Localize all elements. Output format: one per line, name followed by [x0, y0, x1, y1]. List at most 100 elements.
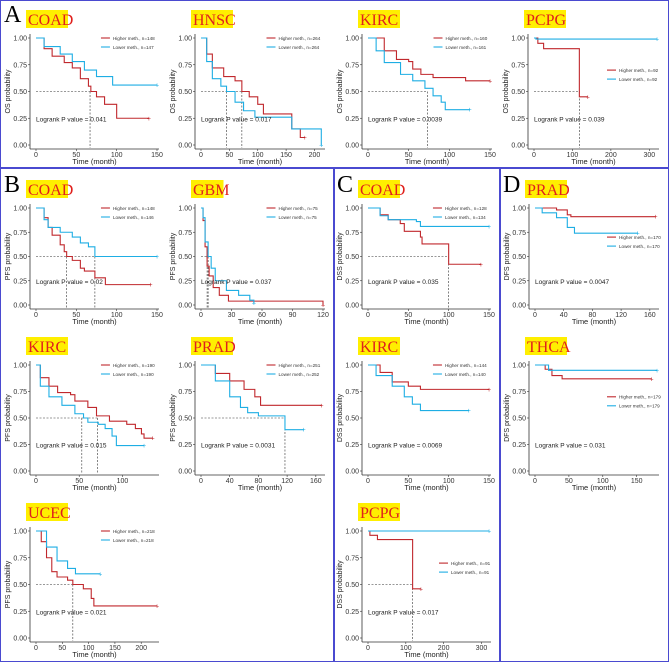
x-tick-label: 40 [226, 478, 234, 485]
x-axis-label: Time (month) [238, 317, 283, 326]
y-tick-label: 0.50 [511, 89, 525, 96]
x-tick-label: 100 [443, 152, 455, 159]
x-tick-label: 300 [643, 152, 655, 159]
x-tick-label: 150 [280, 152, 292, 159]
y-tick-label: 0.00 [178, 303, 192, 310]
x-tick-label: 50 [405, 152, 413, 159]
survival-curve-lower [201, 37, 322, 145]
y-tick-label: 0.75 [512, 230, 526, 237]
title-highlight [524, 10, 566, 28]
survival-curve-lower [535, 207, 638, 234]
x-tick-label: 50 [225, 152, 233, 159]
y-tick-label: 0.25 [345, 609, 359, 616]
y-tick-label: 0.25 [511, 116, 525, 123]
y-tick-label: 0.75 [178, 389, 192, 396]
survival-curve-higher [36, 364, 153, 439]
y-tick-label: 0.00 [345, 469, 359, 476]
x-tick-label: 100 [443, 312, 455, 319]
km-plot-svg: COAD 0.00 0.25 0.50 0.75 1.00 0 50 100 150 Time (m… [337, 180, 495, 326]
y-axis-label: OS probability [337, 69, 344, 113]
y-tick-label: 0.25 [178, 116, 192, 123]
x-tick-label: 100 [567, 152, 579, 159]
y-tick-label: 0.75 [13, 555, 27, 562]
survival-curve-higher [201, 207, 324, 305]
x-tick-label: 150 [151, 312, 163, 319]
title-highlight [26, 180, 68, 198]
censor-mark: + [320, 403, 324, 410]
y-axis-label: PFS probability [5, 232, 12, 280]
km-plot-svg: GBM 0.00 0.25 0.50 0.75 1.00 0 30 60 90 120 Time (m… [170, 180, 329, 326]
y-tick-label: 0.00 [13, 303, 27, 310]
x-axis-label: Time (month) [404, 650, 449, 659]
y-tick-label: 0.25 [13, 278, 27, 285]
y-tick-label: 0.50 [13, 89, 27, 96]
x-tick-label: 150 [631, 478, 643, 485]
y-tick-label: 0.50 [178, 89, 192, 96]
logrank-p-value: Logrank P value = 0.037 [201, 279, 272, 286]
x-tick-label: 150 [109, 645, 121, 652]
x-axis-label: Time (month) [72, 157, 117, 166]
censor-mark: + [636, 231, 640, 238]
survival-curve-higher [36, 37, 149, 119]
y-tick-label: 0.50 [512, 416, 526, 423]
y-axis-label: PFS probability [5, 560, 12, 608]
survival-curve-lower [201, 207, 255, 304]
x-tick-label: 300 [476, 645, 488, 652]
censor-mark: + [488, 78, 492, 85]
survival-curve-higher [535, 207, 656, 218]
y-tick-label: 0.00 [178, 469, 192, 476]
x-axis-label: Time (month) [572, 483, 617, 492]
censor-mark: + [654, 214, 658, 221]
y-tick-label: 0.75 [178, 230, 192, 237]
censor-mark: + [155, 254, 159, 261]
censor-mark: + [252, 301, 256, 308]
x-tick-label: 80 [589, 312, 597, 319]
legend-label: Higher meth., n=170 [619, 235, 661, 240]
x-tick-label: 40 [560, 312, 568, 319]
y-tick-label: 0.50 [178, 416, 192, 423]
x-tick-label: 0 [366, 152, 370, 159]
censor-mark: + [487, 387, 491, 394]
x-axis-label: Time (month) [72, 650, 117, 659]
x-tick-label: 200 [438, 645, 450, 652]
title-highlight [525, 180, 567, 198]
y-tick-label: 0.75 [13, 389, 27, 396]
censor-mark: + [586, 94, 590, 101]
y-tick-label: 0.50 [13, 582, 27, 589]
x-tick-label: 100 [252, 152, 264, 159]
plot-title: PRAD [527, 182, 570, 199]
title-highlight [191, 180, 224, 198]
logrank-p-value: Logrank P value = 0.031 [535, 443, 606, 450]
x-axis-label: Time (month) [404, 317, 449, 326]
legend-label: Lower meth., n=140 [445, 372, 486, 377]
censor-mark: + [655, 368, 659, 375]
km-plot-d-thca: THCA 0.00 0.25 0.50 0.75 1.00 0 50 100 150 Time (m… [501, 327, 667, 493]
y-tick-label: 1.00 [13, 529, 27, 536]
km-plot-svg: KIRC 0.00 0.25 0.50 0.75 1.00 0 50 100 150 Time (m… [337, 337, 495, 492]
survival-curve-lower [36, 364, 145, 447]
y-tick-label: 1.00 [512, 206, 526, 213]
y-tick-label: 0.25 [178, 442, 192, 449]
y-tick-label: 1.00 [178, 36, 192, 43]
x-tick-label: 0 [199, 152, 203, 159]
divider-a-bottom [0, 167, 669, 169]
logrank-p-value: Logrank P value = 0.0031 [201, 443, 276, 450]
survival-curve-higher [535, 364, 652, 380]
y-axis-label: DSS probability [337, 232, 344, 281]
legend-label: Lower meth., n=161 [446, 45, 487, 50]
legend-label: Higher meth., n=92 [619, 68, 659, 73]
km-plot-svg: PCPG 0.00 0.25 0.50 0.75 1.00 0 100 200 300 Time (… [503, 10, 659, 166]
x-tick-label: 150 [151, 152, 163, 159]
x-axis-label: Time (month) [72, 483, 117, 492]
x-tick-label: 0 [34, 312, 38, 319]
title-highlight [191, 337, 233, 355]
legend-label: Higher meth., n=128 [445, 206, 487, 211]
legend-label: Lower meth., n=147 [113, 45, 154, 50]
x-tick-label: 50 [404, 478, 412, 485]
legend-label: Lower meth., n=146 [113, 215, 154, 220]
x-tick-label: 50 [565, 478, 573, 485]
logrank-p-value: Logrank P value = 0.0069 [368, 443, 443, 450]
censor-mark: + [142, 443, 146, 450]
x-tick-label: 50 [72, 312, 80, 319]
